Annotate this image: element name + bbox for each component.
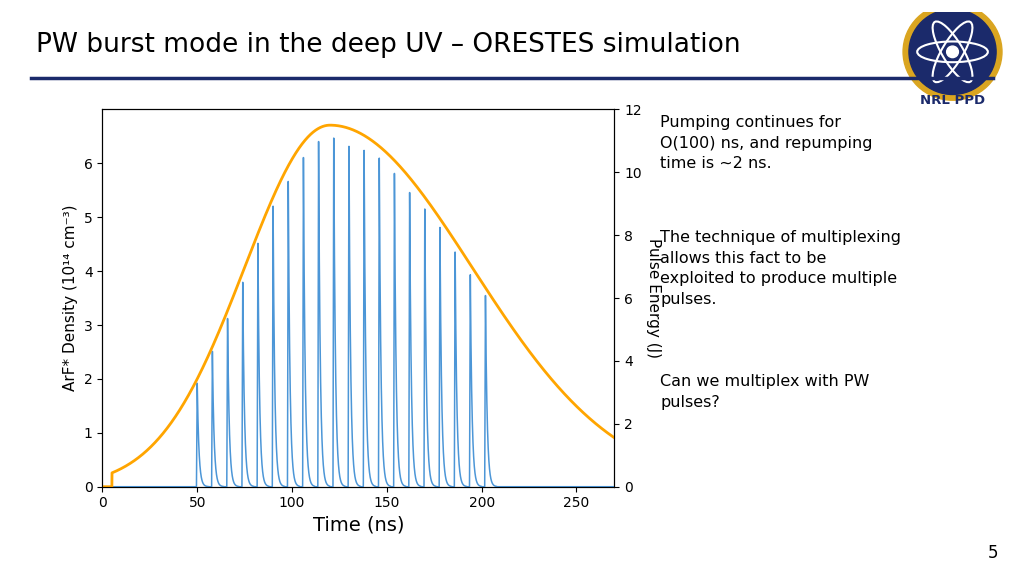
X-axis label: Time (ns): Time (ns) bbox=[312, 516, 404, 535]
Circle shape bbox=[903, 3, 1001, 100]
Text: Can we multiplex with PW
pulses?: Can we multiplex with PW pulses? bbox=[660, 374, 869, 410]
Y-axis label: ArF* Density (10¹⁴ cm⁻³): ArF* Density (10¹⁴ cm⁻³) bbox=[63, 205, 78, 391]
Circle shape bbox=[909, 9, 996, 94]
Text: NRL PPD: NRL PPD bbox=[920, 94, 985, 107]
Circle shape bbox=[946, 46, 958, 58]
Text: The technique of multiplexing
allows this fact to be
exploited to produce multip: The technique of multiplexing allows thi… bbox=[660, 230, 901, 306]
Y-axis label: Pulse Energy (J): Pulse Energy (J) bbox=[646, 238, 662, 358]
Text: PW burst mode in the deep UV – ORESTES simulation: PW burst mode in the deep UV – ORESTES s… bbox=[36, 32, 740, 58]
Text: 5: 5 bbox=[988, 544, 998, 562]
Text: Pumping continues for
O(100) ns, and repumping
time is ~2 ns.: Pumping continues for O(100) ns, and rep… bbox=[660, 115, 873, 171]
